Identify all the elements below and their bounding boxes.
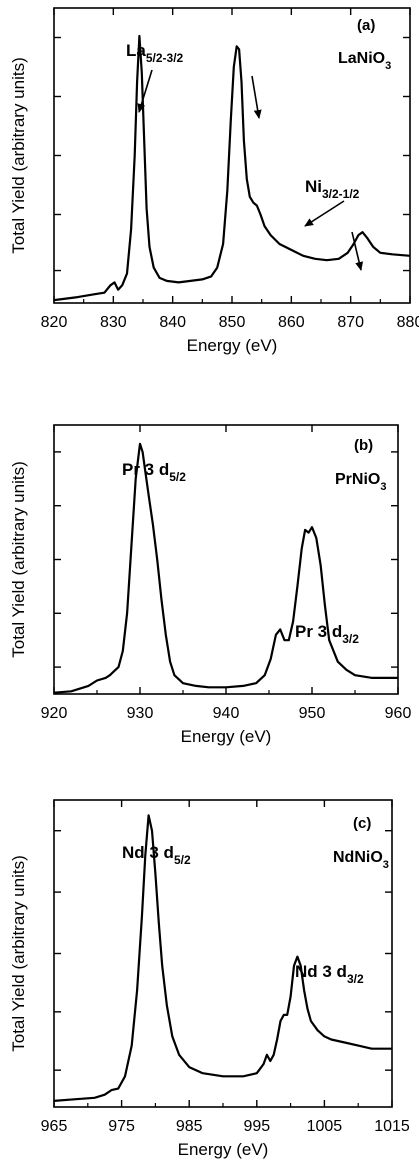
- peak-annotation: Pr 3 d3/2: [295, 622, 359, 646]
- x-tick-label: 830: [100, 314, 127, 331]
- x-tick-label: 920: [41, 705, 68, 722]
- y-axis-title: Total Yield (arbitrary units): [9, 855, 28, 1052]
- x-tick-label: 1015: [374, 1118, 410, 1135]
- x-tick-label: 860: [278, 314, 305, 331]
- plot-frame: [53, 424, 399, 695]
- x-tick-label: 1005: [307, 1118, 343, 1135]
- x-tick-label: 975: [108, 1118, 135, 1135]
- x-tick-label: 870: [337, 314, 364, 331]
- spectrum-line: [53, 814, 392, 1102]
- y-axis-title: Total Yield (arbitrary units): [9, 461, 28, 658]
- y-axis-title: Total Yield (arbitrary units): [9, 57, 28, 254]
- x-axis-title: Energy (eV): [181, 727, 272, 746]
- peak-annotation: Nd 3 d5/2: [122, 843, 191, 867]
- x-tick-label: 840: [159, 314, 186, 331]
- x-tick-label: 940: [213, 705, 240, 722]
- panel-b: 920 930 940 950 960 Energy (eV) Total Yield (a…: [9, 424, 412, 746]
- panel-a: 820 830 840 850 860 870 880 Energy (eV) Total Yi…: [9, 7, 419, 355]
- peak-annotation: Pr 3 d5/2: [122, 460, 186, 484]
- x-tick-label: 965: [41, 1118, 68, 1135]
- compound-label: PrNiO3: [335, 471, 386, 493]
- spectrum-line: [53, 442, 398, 694]
- panel-label: (c): [353, 815, 371, 832]
- x-tick-label: 850: [219, 314, 246, 331]
- x-tick-label: 930: [127, 705, 154, 722]
- annotation-arrow: [351, 231, 364, 271]
- x-tick-label: 880: [397, 314, 419, 331]
- plot-frame: [53, 799, 393, 1108]
- x-tick-label: 820: [41, 314, 68, 331]
- compound-label: NdNiO3: [333, 849, 389, 871]
- panel-c: 965 975 985 995 1005 1015 Energy (eV) Total Yie…: [9, 799, 410, 1159]
- x-tick-label: 960: [385, 705, 412, 722]
- x-axis-title: Energy (eV): [178, 1140, 269, 1159]
- spectrum-line: [53, 34, 411, 302]
- x-axis-title: Energy (eV): [187, 336, 278, 355]
- peak-annotation: Ni3/2-1/2: [305, 177, 360, 201]
- compound-label: LaNiO3: [338, 50, 391, 72]
- peak-annotation: Nd 3 d3/2: [295, 962, 364, 986]
- annotation-arrow: [137, 69, 153, 113]
- x-tick-label: 995: [243, 1118, 270, 1135]
- x-tick-label: 950: [299, 705, 326, 722]
- annotation-arrow: [304, 200, 345, 227]
- x-tick-label: 985: [176, 1118, 203, 1135]
- panel-label: (b): [354, 437, 373, 454]
- annotation-arrow: [251, 75, 262, 119]
- peak-annotation: La5/2-3/2: [126, 41, 184, 65]
- panel-label: (a): [357, 17, 375, 34]
